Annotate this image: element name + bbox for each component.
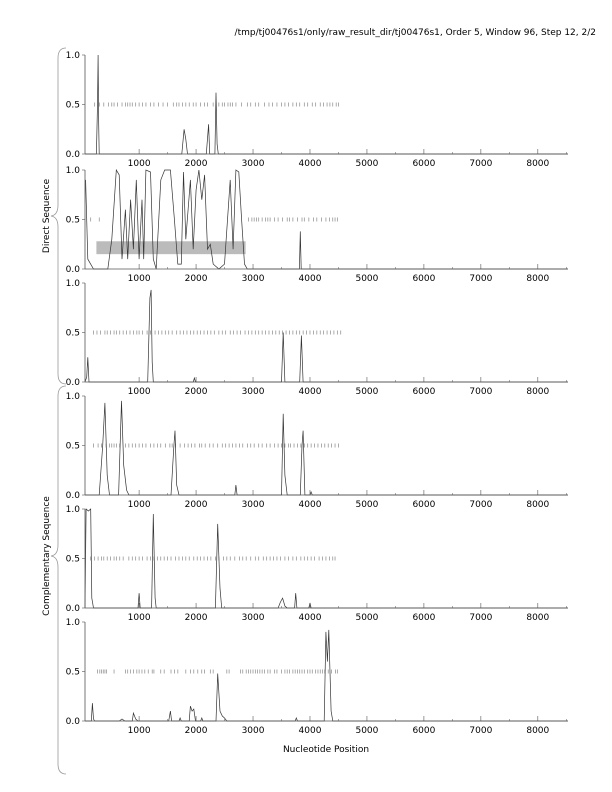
y-tick-label: 0.5 <box>66 101 80 111</box>
x-tick-label: 6000 <box>412 387 435 397</box>
direct-sequence-label: Direct Sequence <box>42 178 52 253</box>
x-tick-label: 7000 <box>469 159 492 169</box>
complementary-sequence-label: Complementary Sequence <box>42 496 52 616</box>
x-tick-label: 6000 <box>412 613 435 623</box>
coding-potential-line <box>85 54 568 155</box>
y-tick-label: 0.5 <box>66 442 80 452</box>
x-tick-label: 1000 <box>128 613 151 623</box>
x-tick-label: 2000 <box>185 726 208 736</box>
y-tick-label: 1.0 <box>66 505 81 515</box>
x-tick-label: 3000 <box>242 387 265 397</box>
y-tick-label: 0.5 <box>66 668 80 678</box>
x-tick-label: 8000 <box>526 159 549 169</box>
x-tick-label: 5000 <box>355 387 378 397</box>
panel-1: 1000 2000 3000 4000 5000 6000 7000 8000 0.0 0.5 1.… <box>66 51 568 169</box>
x-tick-label: 4000 <box>299 613 322 623</box>
x-tick-label: 4000 <box>299 274 322 284</box>
predicted-gene-band <box>96 241 246 255</box>
panel-6: 1000 2000 3000 4000 5000 6000 7000 8000 0.0 0.5 1.… <box>66 618 568 736</box>
y-tick-label: 0.0 <box>66 150 81 160</box>
x-tick-label: 3000 <box>242 613 265 623</box>
x-tick-label: 1000 <box>128 274 151 284</box>
x-tick-label: 7000 <box>469 500 492 510</box>
x-tick-label: 3000 <box>242 159 265 169</box>
complementary-group-bracket: Complementary Sequence <box>42 385 67 775</box>
x-tick-label: 3000 <box>242 500 265 510</box>
y-tick-label: 0.0 <box>66 717 81 727</box>
x-tick-label: 4000 <box>299 387 322 397</box>
x-tick-label: 2000 <box>185 500 208 510</box>
coding-potential-line <box>84 508 568 609</box>
x-tick-label: 5000 <box>355 274 378 284</box>
x-tick-label: 7000 <box>469 726 492 736</box>
y-tick-label: 1.0 <box>66 279 81 289</box>
x-tick-label: 2000 <box>185 159 208 169</box>
x-tick-label: 8000 <box>526 613 549 623</box>
x-tick-label: 8000 <box>526 387 549 397</box>
x-tick-label: 6000 <box>412 159 435 169</box>
x-axis-label: Nucleotide Position <box>283 745 369 755</box>
y-tick-label: 0.5 <box>66 329 80 339</box>
panel-5: 1000 2000 3000 4000 5000 6000 7000 8000 0.0 0.5 1.… <box>66 505 568 623</box>
y-tick-label: 1.0 <box>66 51 81 61</box>
coding-potential-line <box>85 400 568 496</box>
x-tick-label: 6000 <box>412 274 435 284</box>
y-tick-label: 0.0 <box>66 265 81 275</box>
x-tick-label: 5000 <box>355 726 378 736</box>
y-tick-label: 0.0 <box>66 378 81 388</box>
y-tick-label: 0.0 <box>66 604 81 614</box>
direct-group-bracket: Direct Sequence <box>42 47 67 385</box>
y-tick-label: 0.0 <box>66 491 81 501</box>
plot-title: /tmp/tj00476s1/only/raw_result_dir/tj004… <box>235 28 596 38</box>
x-tick-label: 6000 <box>412 726 435 736</box>
x-tick-label: 3000 <box>242 274 265 284</box>
x-tick-label: 8000 <box>526 500 549 510</box>
y-tick-label: 1.0 <box>66 392 81 402</box>
coding-potential-line <box>85 168 568 270</box>
x-tick-label: 1000 <box>128 500 151 510</box>
x-tick-label: 8000 <box>526 726 549 736</box>
x-tick-label: 7000 <box>469 613 492 623</box>
x-tick-label: 2000 <box>185 387 208 397</box>
y-tick-label: 0.5 <box>66 555 80 565</box>
panel-2: 1000 2000 3000 4000 5000 6000 7000 8000 0.0 0.5 1.… <box>66 166 568 284</box>
panel-3: 1000 2000 3000 4000 5000 6000 7000 8000 0.0 0.5 1.… <box>66 279 568 397</box>
x-tick-label: 8000 <box>526 274 549 284</box>
y-tick-label: 1.0 <box>66 166 81 176</box>
coding-potential-line <box>84 289 568 383</box>
x-tick-label: 2000 <box>185 274 208 284</box>
x-tick-label: 4000 <box>299 159 322 169</box>
x-tick-label: 6000 <box>412 500 435 510</box>
y-tick-label: 0.5 <box>66 216 80 226</box>
x-tick-label: 7000 <box>469 274 492 284</box>
x-tick-label: 2000 <box>185 613 208 623</box>
panel-4: 1000 2000 3000 4000 5000 6000 7000 8000 0.0 0.5 1.… <box>66 392 568 510</box>
x-tick-label: 1000 <box>128 387 151 397</box>
x-tick-label: 4000 <box>299 726 322 736</box>
panels: 1000 2000 3000 4000 5000 6000 7000 8000 0.0 0.5 1.… <box>66 51 568 736</box>
x-tick-label: 3000 <box>242 726 265 736</box>
x-tick-label: 5000 <box>355 613 378 623</box>
x-tick-label: 1000 <box>128 159 151 169</box>
x-tick-label: 1000 <box>128 726 151 736</box>
y-tick-label: 1.0 <box>66 618 81 628</box>
x-tick-label: 4000 <box>299 500 322 510</box>
coding-potential-line <box>85 629 568 722</box>
x-tick-label: 5000 <box>355 159 378 169</box>
x-tick-label: 5000 <box>355 500 378 510</box>
x-tick-label: 7000 <box>469 387 492 397</box>
